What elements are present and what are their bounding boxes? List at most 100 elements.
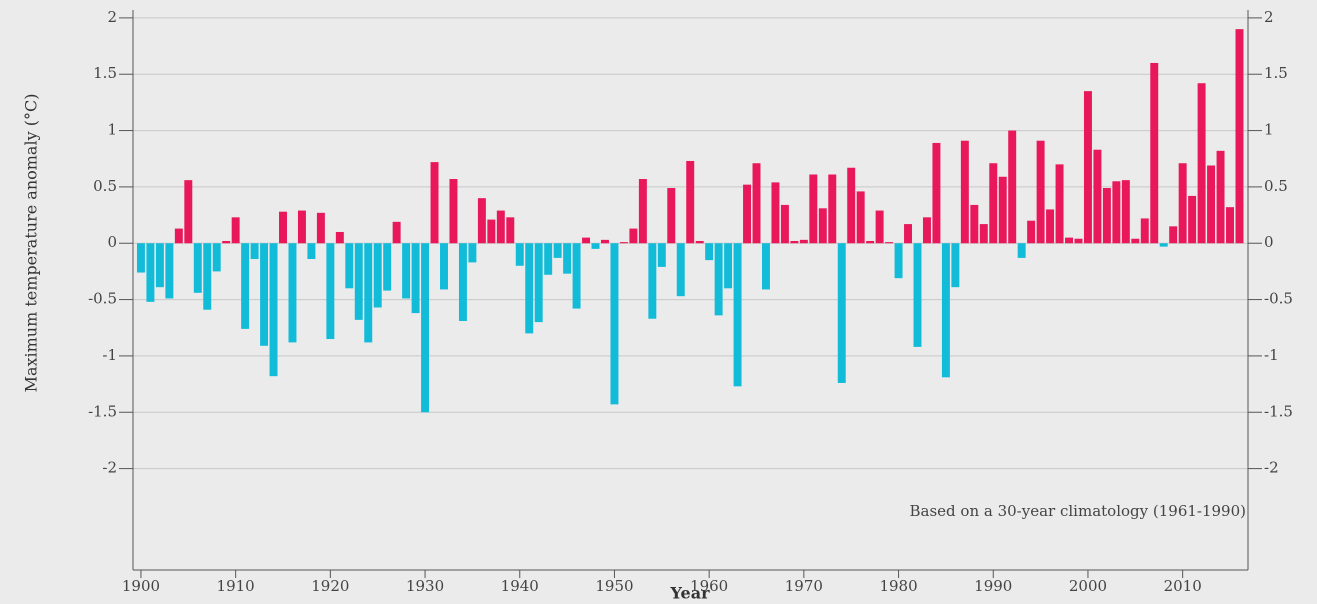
bar [487, 219, 496, 244]
bar [619, 242, 628, 244]
y2-tick-label: 0 [1264, 233, 1274, 251]
bar [1027, 220, 1036, 244]
bar [193, 243, 202, 293]
bar [582, 237, 591, 244]
bar [932, 142, 941, 244]
bar [667, 188, 676, 244]
bar [335, 231, 344, 244]
bar [364, 243, 373, 343]
x-tick-label: 1920 [311, 577, 349, 595]
bar [941, 243, 950, 378]
bar [1102, 188, 1111, 244]
x-tick-label: 2000 [1069, 577, 1107, 595]
bar [657, 243, 666, 267]
x-tick-label: 1960 [690, 577, 728, 595]
bar [856, 191, 865, 244]
bar [297, 210, 306, 244]
x-tick-label: 1970 [785, 577, 823, 595]
bar [1083, 91, 1092, 244]
bar [354, 243, 363, 320]
bar [146, 243, 155, 302]
bar [383, 243, 392, 291]
bar [818, 208, 827, 244]
bar [837, 243, 846, 383]
bar [392, 221, 401, 244]
bar [279, 211, 287, 244]
bar [449, 179, 458, 244]
x-tick-label: 1900 [122, 577, 160, 595]
bar [885, 242, 894, 244]
bar [288, 243, 297, 343]
bar [601, 239, 609, 244]
bar [260, 243, 269, 346]
bar [136, 243, 145, 273]
x-tick-label: 2010 [1164, 577, 1202, 595]
bar [1216, 150, 1225, 244]
y2-tick-label: -1.5 [1264, 402, 1293, 420]
bar [1121, 180, 1130, 244]
bar [714, 243, 723, 316]
bar [326, 243, 335, 340]
bar [752, 163, 761, 244]
bar [809, 174, 818, 244]
bar [515, 243, 524, 266]
bar [1226, 207, 1234, 244]
bar [922, 217, 931, 244]
bar [1235, 29, 1244, 244]
bar [269, 243, 278, 377]
bar [648, 243, 657, 319]
bar [591, 243, 600, 249]
bar [553, 243, 562, 258]
x-tick-label: 1950 [595, 577, 633, 595]
y2-tick-label: 2 [1264, 8, 1274, 26]
y-tick-label: -1.5 [88, 402, 117, 420]
y2-tick-label: 1.5 [1264, 64, 1288, 82]
bar [572, 243, 581, 309]
bar [430, 162, 439, 244]
y2-tick-label: -1 [1264, 346, 1279, 364]
bar [231, 217, 240, 244]
y-tick-label: -1 [102, 346, 117, 364]
bar [1169, 226, 1178, 244]
bar [695, 240, 704, 244]
bar [771, 182, 780, 244]
bar [1065, 237, 1073, 244]
bar [1046, 209, 1055, 244]
bar [960, 140, 969, 244]
bar [1008, 130, 1017, 244]
x-tick-label: 1980 [879, 577, 917, 595]
bar [743, 184, 752, 244]
bar [203, 243, 212, 310]
bar [1112, 181, 1121, 244]
bar [1017, 243, 1026, 258]
bar [1188, 195, 1197, 244]
bar [496, 210, 505, 244]
x-tick-label: 1940 [501, 577, 539, 595]
bar [222, 240, 231, 244]
bar [828, 174, 837, 244]
bar [506, 217, 515, 244]
bar [951, 243, 960, 288]
bar [1159, 243, 1168, 247]
bar [799, 239, 808, 244]
bar [458, 243, 467, 321]
bar [1131, 238, 1140, 244]
bar [440, 243, 448, 290]
x-tick-label: 1910 [217, 577, 255, 595]
bar [866, 240, 875, 244]
y-tick-label: 1 [107, 121, 117, 139]
bar [733, 243, 742, 387]
bar [525, 243, 534, 334]
bar [544, 243, 553, 275]
bar [847, 167, 856, 244]
bar [411, 243, 420, 314]
y-axis-label: Maximum temperature anomaly (°C) [22, 94, 41, 393]
bar [373, 243, 382, 308]
bar [610, 243, 619, 405]
bar [989, 163, 998, 244]
bar [780, 204, 789, 244]
bar [979, 224, 988, 244]
bar [250, 243, 259, 260]
bar [534, 243, 543, 323]
bar [970, 204, 979, 244]
